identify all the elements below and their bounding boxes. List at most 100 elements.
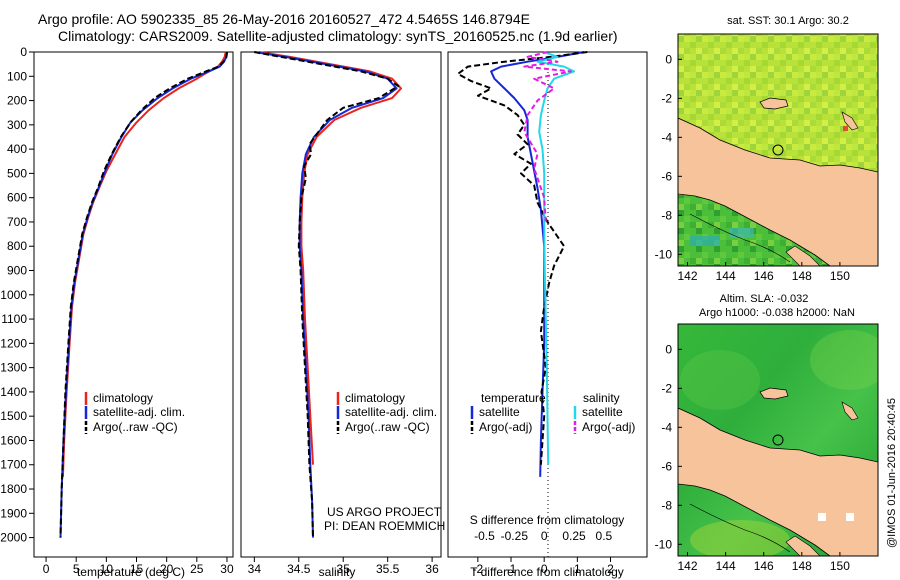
pi-label: PI: DEAN ROEMMICH — [324, 519, 445, 533]
difference-xtick-label: 0 — [541, 562, 548, 576]
sla-map-panel: Altim. SLA: -0.032 Argo h1000: -0.038 h2… — [655, 293, 879, 573]
t-difference-xlabel: T difference from climatology — [470, 565, 624, 579]
depth-tick-label: 800 — [7, 239, 27, 253]
s-difference-tick-label: -0.5 — [474, 529, 495, 543]
sst-lon-label: 148 — [792, 269, 812, 283]
sst-map-axes: 142 144 146 148 150 0 -2 -4 -6 -8 -10 — [655, 52, 851, 283]
sla-lat-label: -8 — [661, 498, 672, 512]
temperature-xtick-label: 25 — [190, 562, 204, 576]
sla-highlight — [810, 330, 878, 390]
temperature-x-axis: 0 5 10 15 20 25 30 — [43, 557, 234, 576]
sst-map-panel: sat. SST: 30.1 Argo: 30.2 142 144 146 148 15… — [655, 15, 879, 283]
depth-tick-label: 1500 — [0, 409, 27, 423]
sst-lon-label: 144 — [716, 269, 736, 283]
depth-tick-label: 1400 — [0, 385, 27, 399]
figure-title-line2: Climatology: CARS2009. Satellite-adjuste… — [58, 28, 618, 44]
sst-lat-label: -10 — [655, 247, 673, 261]
difference-line-temperature-argo-adj — [456, 51, 588, 465]
sla-lon-label: 142 — [678, 559, 698, 573]
legend-title-temperature: temperature — [481, 391, 546, 405]
sst-map-frame — [677, 33, 879, 267]
legend-label-argo: Argo(..raw -QC) — [93, 420, 178, 434]
s-difference-xlabel: S difference from climatology — [470, 513, 625, 527]
depth-tick-label: 900 — [7, 264, 27, 278]
temperature-xtick-label: 30 — [220, 562, 234, 576]
sla-lon-label: 144 — [716, 559, 736, 573]
new-guinea-land — [678, 117, 878, 266]
salinity-xtick-label: 35.5 — [376, 562, 400, 576]
island-land — [841, 401, 859, 421]
difference-panel: -2 -1 0 1 2 -0.5 -0.25 0 0.25 0.5 T difference fr… — [447, 51, 648, 579]
sla-lat-label: -10 — [655, 537, 673, 551]
sst-lon-label: 150 — [830, 269, 850, 283]
temperature-xtick-label: 20 — [160, 562, 174, 576]
legend-label-satellite: satellite-adj. clim. — [345, 405, 437, 419]
island-land — [841, 111, 859, 131]
salinity-legend: climatology satellite-adj. clim. Argo(..… — [336, 391, 437, 434]
depth-tick-label: 1600 — [0, 433, 27, 447]
s-difference-tick-label: 0.25 — [562, 529, 586, 543]
depth-tick-label: 1100 — [1, 312, 27, 326]
depth-tick-label: 1700 — [0, 458, 27, 472]
sst-lat-label: 0 — [665, 52, 672, 66]
salinity-line-argo-raw-qc — [254, 51, 400, 538]
depth-tick-label: 0 — [20, 45, 27, 59]
s-difference-tick-label: -0.25 — [501, 529, 529, 543]
depth-tick-label: 2000 — [0, 531, 27, 545]
sst-cool-patch — [690, 236, 720, 246]
temperature-axes-frame — [33, 51, 234, 558]
sst-lat-label: -6 — [661, 169, 672, 183]
sst-lat-label: -8 — [661, 208, 672, 222]
temperature-panel: 0100200300400500600700800900100011001200… — [0, 45, 234, 579]
difference-x-axis: -2 -1 0 1 2 -0.5 -0.25 0 0.25 0.5 — [473, 529, 615, 576]
difference-legend: temperature satellite Argo(-adj) salinit… — [470, 391, 635, 434]
depth-tick-label: 300 — [7, 118, 27, 132]
legend-label-t-argo: Argo(-adj) — [479, 420, 532, 434]
new-guinea-land — [678, 407, 878, 556]
legend-label-t-satellite: satellite — [479, 405, 520, 419]
depth-tick-label: 1000 — [0, 288, 27, 302]
temperature-legend: climatology satellite-adj. clim. Argo(..… — [84, 391, 185, 434]
salinity-xtick-label: 34.5 — [287, 562, 311, 576]
peninsula-land — [785, 245, 821, 266]
salinity-axes-frame — [240, 51, 442, 558]
depth-tick-label: 1800 — [0, 482, 27, 496]
sla-lon-label: 146 — [754, 559, 774, 573]
sla-map-axes: 142 144 146 148 150 0 -2 -4 -6 -8 -10 — [655, 342, 851, 573]
sla-map-title: Altim. SLA: -0.032 — [720, 293, 809, 305]
s-difference-tick-label: 0 — [541, 529, 548, 543]
sst-cool-patch — [730, 228, 754, 238]
depth-tick-label: 1200 — [0, 336, 27, 350]
sst-lon-label: 142 — [678, 269, 698, 283]
temperature-xtick-label: 15 — [130, 562, 144, 576]
sla-lat-label: -4 — [661, 420, 672, 434]
depth-tick-label: 400 — [7, 142, 27, 156]
peninsula-land — [785, 535, 821, 556]
difference-xtick-label: 2 — [607, 562, 614, 576]
legend-label-s-satellite: satellite — [582, 405, 623, 419]
difference-xtick-label: 1 — [574, 562, 581, 576]
difference-xtick-label: -2 — [473, 562, 484, 576]
figure-title-line1: Argo profile: AO 5902335_85 26-May-2016 … — [38, 11, 530, 27]
sst-lat-label: -4 — [661, 130, 672, 144]
depth-axis: 0 100 200 300 400 500 600 700 800 900 1000 1100 1200… — [0, 45, 34, 545]
difference-line-salinity-argo-adj — [523, 51, 572, 223]
legend-title-salinity: salinity — [583, 391, 620, 405]
temperature-xlabel: temperature (deg C) — [77, 565, 185, 579]
legend-label-satellite: satellite-adj. clim. — [93, 405, 185, 419]
legend-label-argo: Argo(..raw -QC) — [345, 420, 430, 434]
island-land — [759, 97, 789, 110]
project-label: US ARGO PROJECT — [327, 505, 442, 519]
depth-tick-label: 1300 — [0, 361, 27, 375]
missing-data-cell — [818, 513, 826, 521]
sst-lat-label: -2 — [661, 91, 672, 105]
salinity-xtick-label: 36 — [425, 562, 439, 576]
argo-float-marker — [772, 144, 784, 156]
salinity-xtick-label: 34 — [248, 562, 262, 576]
depth-tick-label: 600 — [7, 191, 27, 205]
temperature-line-argo-raw-qc — [59, 51, 228, 538]
legend-label-climatology: climatology — [345, 391, 405, 405]
missing-data-cell — [846, 513, 854, 521]
sla-lat-label: 0 — [665, 342, 672, 356]
sla-map-frame — [677, 323, 879, 557]
